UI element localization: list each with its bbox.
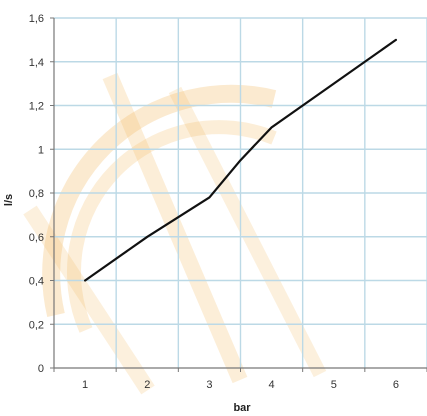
x-tick-label: 1	[82, 379, 88, 391]
y-axis-label: l/s	[3, 194, 15, 206]
y-tick-label: 1	[38, 144, 44, 156]
y-tick-label: 0,6	[29, 232, 44, 244]
x-tick-label: 2	[144, 379, 150, 391]
watermark-ray	[102, 72, 248, 384]
x-tick-label: 3	[206, 379, 212, 391]
grid	[54, 17, 427, 368]
x-axis-label: bar	[233, 402, 251, 414]
axes	[50, 17, 427, 372]
y-tick-label: 1,4	[29, 57, 44, 69]
y-tick-label: 0,2	[29, 319, 44, 331]
series-line	[83, 38, 397, 282]
watermark-arc	[42, 84, 277, 318]
y-tick-label: 0	[38, 363, 44, 375]
y-tick-label: 0,4	[29, 276, 44, 288]
watermark-ray	[168, 86, 327, 378]
x-tick-label: 4	[269, 379, 275, 391]
y-tick-label: 0,8	[29, 188, 44, 200]
watermark-ray	[23, 205, 155, 395]
x-tick-label: 5	[331, 379, 337, 391]
y-tick-label: 1,6	[29, 13, 44, 25]
y-tick-label: 1,2	[29, 101, 44, 113]
series-layer	[83, 38, 397, 282]
x-tick-label: 6	[393, 379, 399, 391]
tick-labels: 0 0,2 0,4 0,6 0,8 1 1,2 1,4 1,6 1 2 3 4 5 6	[29, 13, 399, 391]
